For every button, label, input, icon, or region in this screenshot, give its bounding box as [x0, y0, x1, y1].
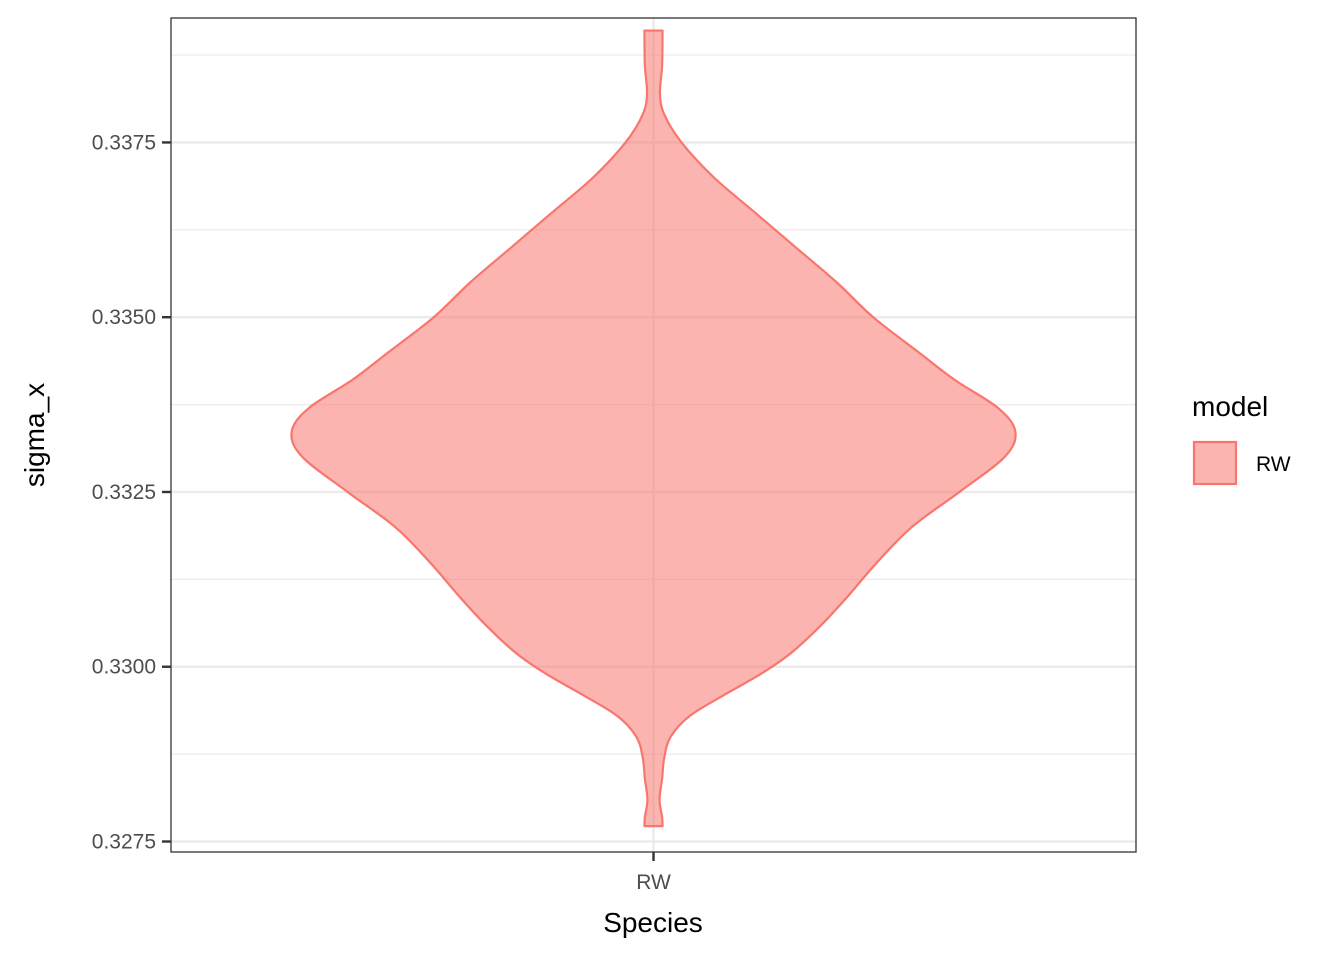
y-tick-label: 0.3300	[92, 656, 156, 679]
y-tick-label: 0.3350	[92, 306, 156, 329]
x-axis-title: Species	[603, 907, 703, 938]
y-tick-label: 0.3275	[92, 831, 156, 854]
y-tick-label: 0.3375	[92, 131, 156, 154]
legend-title: model	[1192, 391, 1268, 422]
y-axis-title: sigma_x	[19, 383, 50, 487]
legend-key-rw	[1194, 442, 1236, 484]
x-tick-label: RW	[636, 871, 671, 894]
legend-label-rw: RW	[1256, 453, 1291, 476]
y-tick-label: 0.3325	[92, 481, 156, 504]
